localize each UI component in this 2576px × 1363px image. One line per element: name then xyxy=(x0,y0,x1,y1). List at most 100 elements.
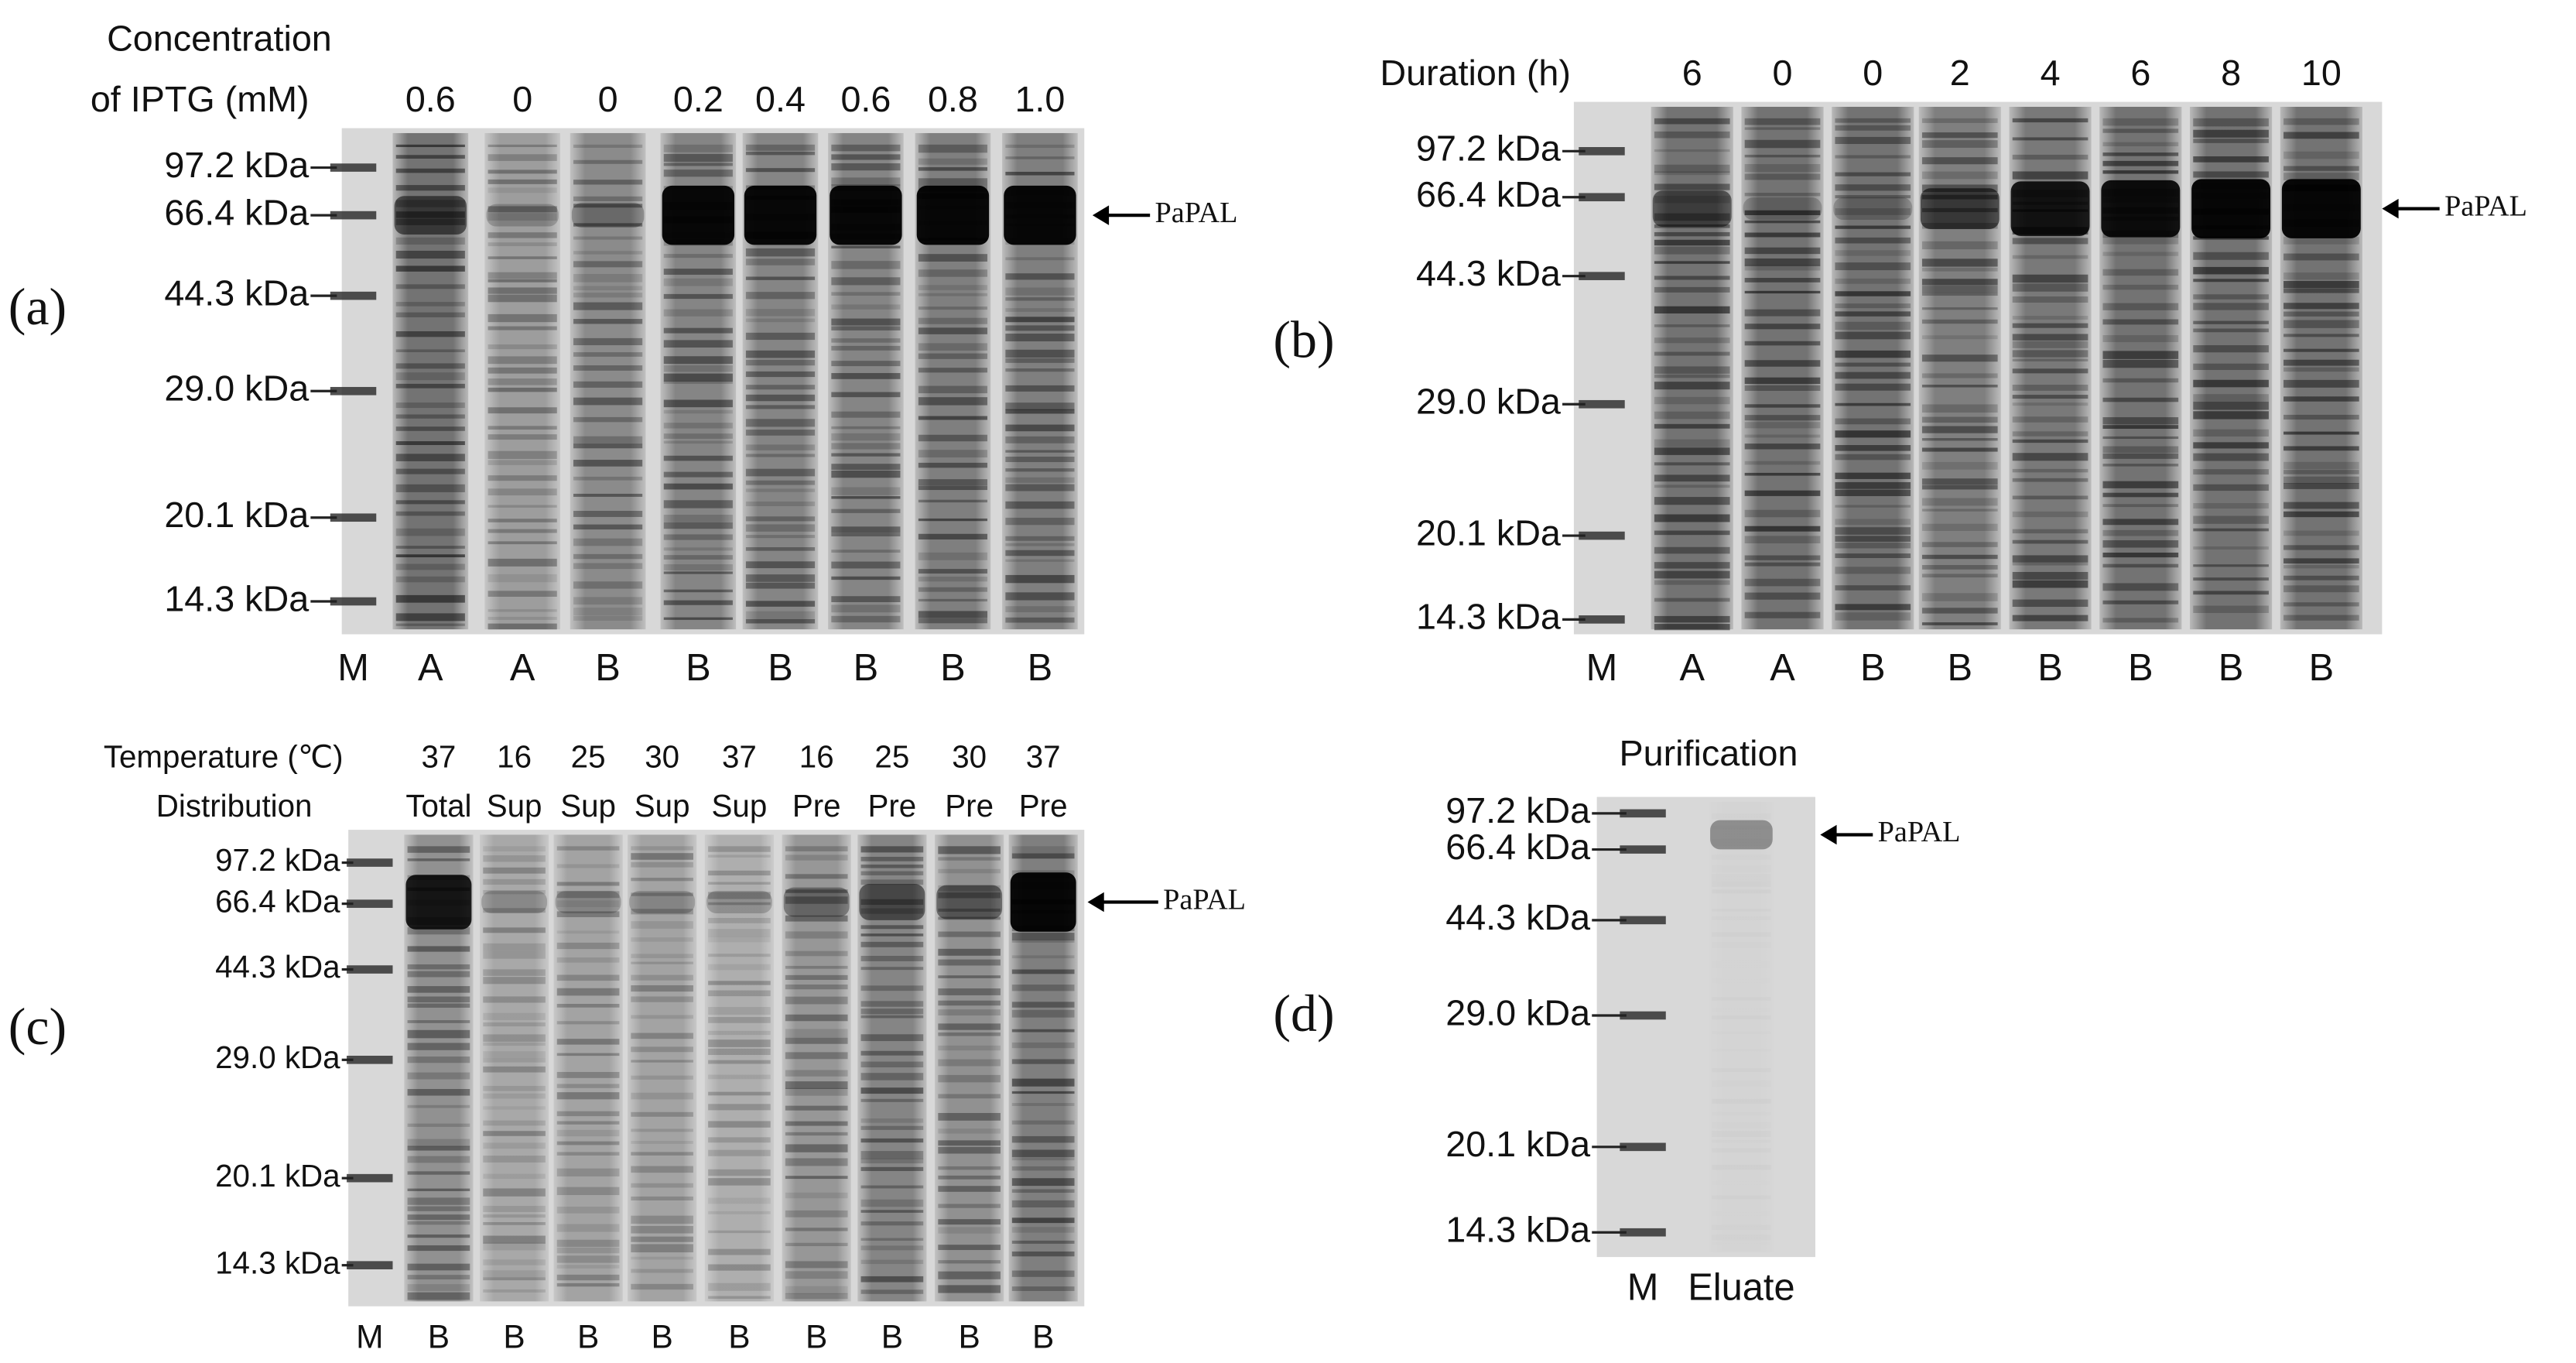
header-title: Temperature (℃) xyxy=(104,738,344,774)
protein-band xyxy=(1654,195,1730,204)
protein-band xyxy=(745,524,816,532)
protein-band xyxy=(483,867,546,874)
protein-band xyxy=(860,1289,924,1294)
protein-band xyxy=(631,846,693,851)
protein-band xyxy=(918,450,987,458)
protein-band xyxy=(1744,404,1821,408)
protein-band xyxy=(395,265,465,272)
lane-label: B xyxy=(2219,647,2244,689)
protein-band xyxy=(573,493,643,497)
protein-band xyxy=(1921,416,1998,423)
marker-label: 29.0 kDa xyxy=(164,368,309,409)
protein-band xyxy=(487,242,557,247)
protein-band xyxy=(663,340,733,348)
sample-lane xyxy=(480,834,549,1302)
protein-band xyxy=(483,846,546,852)
protein-band xyxy=(1005,308,1075,312)
protein-band xyxy=(1005,424,1075,432)
protein-band xyxy=(860,1061,924,1068)
protein-band xyxy=(1744,555,1821,560)
protein-band xyxy=(860,879,924,885)
lane-label: A xyxy=(510,647,535,689)
protein-band xyxy=(1005,385,1075,392)
sample-lane xyxy=(782,834,851,1302)
protein-band xyxy=(918,569,987,574)
protein-band xyxy=(1011,1286,1075,1291)
protein-band xyxy=(2012,402,2089,406)
protein-band xyxy=(1921,426,1998,433)
lane-label: B xyxy=(503,1318,525,1354)
protein-band xyxy=(395,331,465,337)
arrow-head xyxy=(1087,892,1104,913)
protein-band xyxy=(487,170,557,174)
protein-band xyxy=(1835,321,1911,330)
protein-band xyxy=(1011,933,1075,940)
protein-band xyxy=(1921,241,1998,250)
protein-band xyxy=(745,309,816,317)
protein-band xyxy=(663,373,733,382)
protein-band xyxy=(1835,585,1911,591)
protein-band xyxy=(573,381,643,388)
protein-band xyxy=(573,204,643,208)
protein-band xyxy=(1011,1166,1075,1171)
protein-band xyxy=(1835,383,1911,391)
marker-band xyxy=(330,513,377,522)
protein-band xyxy=(483,1205,546,1212)
protein-band xyxy=(860,1199,924,1207)
protein-band xyxy=(556,1053,620,1056)
protein-band xyxy=(1921,157,1998,165)
protein-band xyxy=(487,144,557,148)
protein-band xyxy=(785,996,848,1005)
protein-band xyxy=(785,1070,848,1077)
protein-band xyxy=(487,154,557,161)
protein-band xyxy=(2284,511,2359,518)
protein-band xyxy=(573,236,643,240)
protein-band xyxy=(663,600,733,605)
protein-band xyxy=(483,1120,546,1126)
protein-band xyxy=(573,286,643,291)
protein-band xyxy=(918,499,987,503)
protein-band xyxy=(663,571,733,574)
marker-label: 97.2 kDa xyxy=(215,842,340,878)
protein-band xyxy=(2284,236,2359,245)
protein-band xyxy=(663,309,733,317)
protein-band xyxy=(631,861,693,868)
protein-band xyxy=(483,1214,546,1218)
marker-band xyxy=(1620,916,1666,925)
protein-band xyxy=(573,293,643,298)
protein-band xyxy=(1712,1241,1770,1245)
protein-band xyxy=(938,1271,1001,1279)
protein-band xyxy=(1835,125,1911,131)
marker-band xyxy=(1579,147,1625,156)
protein-band xyxy=(938,868,1001,874)
protein-band xyxy=(573,553,643,560)
protein-band xyxy=(2193,118,2269,127)
protein-band xyxy=(745,248,816,257)
protein-band xyxy=(2193,320,2269,324)
protein-band xyxy=(745,619,816,624)
protein-band xyxy=(860,1138,924,1143)
protein-band xyxy=(708,1039,771,1047)
protein-band xyxy=(938,1045,1001,1051)
protein-band xyxy=(831,277,901,286)
target-band xyxy=(2101,180,2181,238)
protein-band xyxy=(631,985,693,992)
protein-band xyxy=(708,902,771,906)
lane-label: A xyxy=(1770,647,1795,689)
protein-band xyxy=(1835,155,1911,159)
protein-band xyxy=(556,864,620,868)
protein-band xyxy=(573,443,643,449)
protein-band xyxy=(938,857,1001,861)
lane-label: B xyxy=(881,1318,903,1354)
protein-band xyxy=(2102,425,2179,429)
protein-band xyxy=(663,356,733,365)
protein-band xyxy=(407,971,470,978)
protein-band xyxy=(1921,140,1998,148)
protein-band xyxy=(745,332,816,341)
protein-band xyxy=(395,528,465,536)
protein-band xyxy=(938,892,1001,899)
marker-label: 97.2 kDa xyxy=(1416,128,1561,169)
protein-band xyxy=(1712,882,1770,887)
protein-band xyxy=(785,1052,848,1060)
